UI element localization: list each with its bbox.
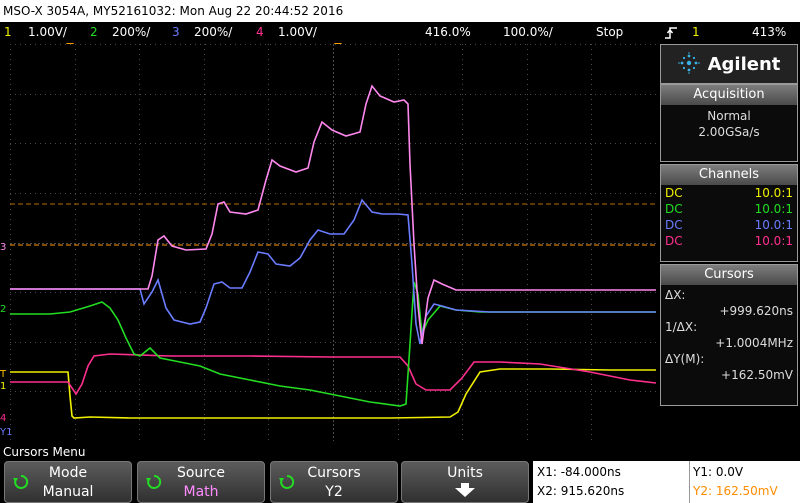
channels-header: Channels bbox=[661, 165, 797, 185]
trigger-source[interactable]: 1 bbox=[692, 25, 700, 39]
ch4-ground-marker[interactable]: 4 bbox=[0, 414, 6, 424]
ch2-scale[interactable]: 200%/ bbox=[112, 25, 151, 39]
softkey-units[interactable]: Units bbox=[401, 461, 529, 503]
rotate-knob-icon bbox=[13, 474, 29, 496]
delta-x-label: ΔX: bbox=[665, 288, 686, 302]
brand-box: Agilent bbox=[660, 44, 798, 84]
readout-divider bbox=[689, 461, 690, 503]
inverse-delta-x-value: +1.0004MHz bbox=[715, 336, 793, 350]
channel-status-bar: 1 1.00V/ 2 200%/ 3 200%/ 4 1.00V/ 416.0%… bbox=[0, 22, 800, 42]
delta-x-value: +999.620ns bbox=[719, 304, 793, 318]
ch1-number[interactable]: 1 bbox=[4, 25, 12, 39]
ch1-ground-marker[interactable]: 1 bbox=[0, 382, 6, 392]
rotate-knob-icon bbox=[146, 474, 162, 496]
time-per-div[interactable]: 100.0%/ bbox=[503, 25, 553, 39]
ch4-trace bbox=[10, 353, 656, 396]
softkey-source-label: Source bbox=[176, 465, 226, 481]
graticule-grid bbox=[10, 44, 656, 441]
ch2-ground-marker[interactable]: 2 bbox=[0, 305, 6, 315]
delta-y-value: +162.50mV bbox=[721, 368, 793, 382]
softkey-mode[interactable]: Mode Manual bbox=[4, 461, 132, 503]
channel-row[interactable]: DC 10.0:1 bbox=[661, 201, 797, 217]
math-trace bbox=[10, 84, 656, 345]
rotate-knob-icon bbox=[279, 474, 295, 496]
ch2-marker-label: 2 bbox=[0, 304, 7, 315]
channel-probe-ratio: 10.0:1 bbox=[754, 234, 793, 248]
ch1-trace bbox=[10, 368, 656, 419]
waveform-display[interactable] bbox=[10, 44, 656, 441]
cursor-y2-readout: Y2: 162.50mV bbox=[693, 484, 778, 498]
down-arrow-icon bbox=[402, 483, 528, 503]
math-marker-label: 3 bbox=[0, 242, 7, 253]
cursor-x2-readout: X2: 915.620ns bbox=[537, 484, 625, 498]
cursor-y1-marker-label: Y1 bbox=[0, 427, 13, 438]
cursors-header: Cursors bbox=[661, 265, 797, 285]
ch3-scale[interactable]: 200%/ bbox=[194, 25, 233, 39]
cursor-readout-panel: X1: -84.000ns X2: 915.620ns Y1: 0.0V Y2:… bbox=[533, 461, 800, 503]
softkey-cursors-value: Y2 bbox=[325, 484, 343, 500]
trigger-level-marker[interactable]: T bbox=[0, 370, 6, 380]
run-state[interactable]: Stop bbox=[596, 25, 624, 39]
cursor-x1-readout: X1: -84.000ns bbox=[537, 465, 621, 479]
channel-probe-ratio: 10.0:1 bbox=[754, 218, 793, 232]
cursors-box[interactable]: Cursors ΔX: +999.620ns 1/ΔX: +1.0004MHz … bbox=[660, 264, 798, 406]
softkey-source[interactable]: Source Math bbox=[137, 461, 265, 503]
window-title: MSO-X 3054A, MY52161032: Mon Aug 22 20:4… bbox=[0, 0, 800, 22]
ch1-scale[interactable]: 1.00V/ bbox=[28, 25, 67, 39]
ch4-marker-label: 4 bbox=[0, 413, 7, 424]
softkey-units-label: Units bbox=[447, 465, 483, 481]
agilent-spark-icon bbox=[677, 51, 700, 77]
trigger-edge-icon bbox=[664, 22, 678, 42]
channels-box[interactable]: Channels DC 10.0:1 DC 10.0:1 DC 10.0:1 DC 10.0:… bbox=[660, 164, 798, 262]
channel-rows: DC 10.0:1 DC 10.0:1 DC 10.0:1 DC 10.0:1 bbox=[661, 185, 797, 249]
ch3-trace bbox=[10, 198, 656, 345]
channel-row[interactable]: DC 10.0:1 bbox=[661, 217, 797, 233]
channel-probe-ratio: 10.0:1 bbox=[754, 202, 793, 216]
delta-y-label: ΔY(M): bbox=[665, 352, 705, 366]
ch1-marker-label: 1 bbox=[0, 381, 7, 392]
channel-probe-ratio: 10.0:1 bbox=[754, 186, 793, 200]
math-ground-marker[interactable]: 3 bbox=[0, 243, 6, 253]
ch2-number[interactable]: 2 bbox=[90, 25, 98, 39]
channel-row[interactable]: DC 10.0:1 bbox=[661, 185, 797, 201]
softkey-mode-value: Manual bbox=[42, 484, 94, 500]
channel-row[interactable]: DC 10.0:1 bbox=[661, 233, 797, 249]
ch2-trace bbox=[10, 281, 656, 407]
menu-title: Cursors Menu bbox=[0, 443, 660, 461]
time-position[interactable]: 416.0% bbox=[425, 25, 471, 39]
graticule-svg bbox=[10, 44, 656, 441]
right-info-panel: Agilent Acquisition Normal 2.00GSa/s Cha… bbox=[660, 42, 800, 443]
cursor-y1-marker[interactable]: Y1 bbox=[0, 428, 12, 438]
acquisition-box[interactable]: Acquisition Normal 2.00GSa/s bbox=[660, 84, 798, 162]
ch4-number[interactable]: 4 bbox=[256, 25, 264, 39]
trigger-marker-label: T bbox=[0, 369, 7, 380]
sample-rate: 2.00GSa/s bbox=[698, 125, 760, 139]
acquisition-header: Acquisition bbox=[661, 85, 797, 105]
channel-coupling: DC bbox=[665, 202, 683, 216]
softkey-cursors-label: Cursors bbox=[307, 465, 361, 481]
channel-coupling: DC bbox=[665, 218, 683, 232]
softkey-source-value: Math bbox=[183, 484, 219, 500]
softkey-mode-label: Mode bbox=[48, 465, 88, 481]
channel-coupling: DC bbox=[665, 234, 683, 248]
acquisition-mode: Normal bbox=[707, 109, 751, 123]
ch4-scale[interactable]: 1.00V/ bbox=[278, 25, 317, 39]
softkey-cursors[interactable]: Cursors Y2 bbox=[270, 461, 398, 503]
channel-coupling: DC bbox=[665, 186, 683, 200]
inverse-delta-x-label: 1/ΔX: bbox=[665, 320, 698, 334]
cursor-y1-readout: Y1: 0.0V bbox=[693, 465, 744, 479]
ch3-number[interactable]: 3 bbox=[172, 25, 180, 39]
trigger-level[interactable]: 413% bbox=[752, 25, 787, 39]
brand-name: Agilent bbox=[707, 53, 781, 75]
